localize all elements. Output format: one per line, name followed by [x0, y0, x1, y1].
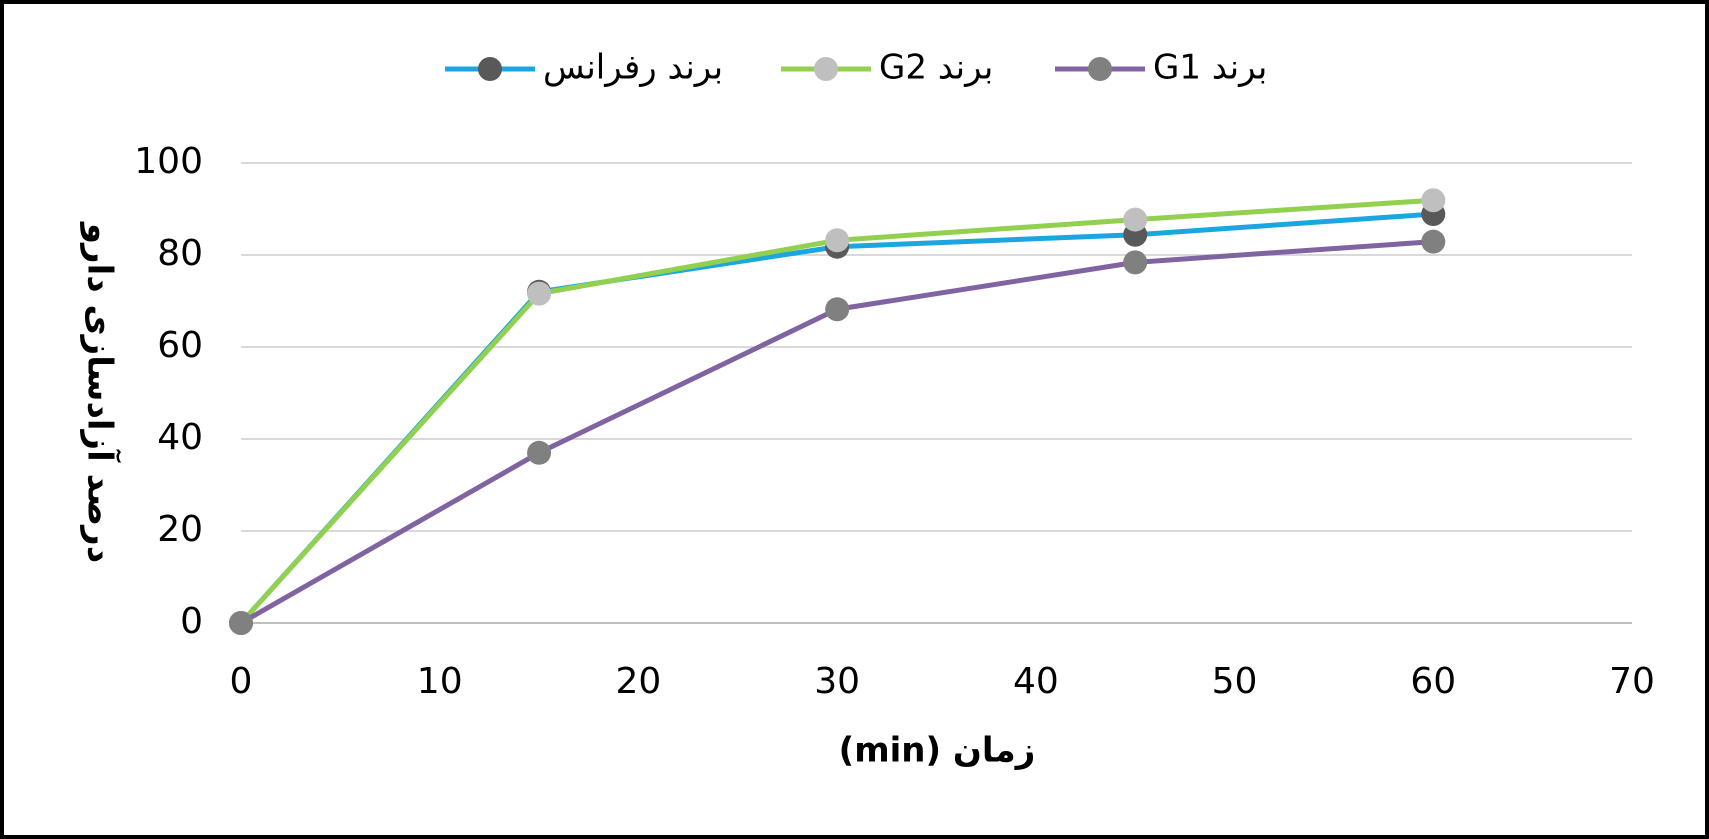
point-marker	[1123, 250, 1148, 275]
point-marker	[1421, 188, 1446, 213]
x-tick-label: 10	[417, 661, 463, 702]
point-marker	[825, 228, 850, 253]
x-tick-label: 50	[1212, 661, 1258, 702]
point-marker	[825, 297, 850, 322]
x-tick-label: 40	[1013, 661, 1059, 702]
x-tick-label: 60	[1410, 661, 1456, 702]
y-tick-label: 40	[157, 417, 203, 458]
legend-marker	[814, 57, 838, 81]
point-marker	[1421, 229, 1446, 254]
x-tick-label: 20	[616, 661, 662, 702]
legend-marker	[1088, 57, 1112, 81]
y-axis-title: درصد آزادسازی دارو	[80, 221, 122, 563]
x-tick-label: 0	[230, 661, 253, 702]
y-tick-label: 60	[157, 325, 203, 366]
point-marker	[527, 440, 552, 465]
x-axis-title: زمان (min)	[839, 731, 1036, 771]
x-tick-label: 30	[814, 661, 860, 702]
legend-label: برند G2	[879, 48, 993, 88]
y-tick-label: 0	[180, 601, 203, 642]
point-marker	[229, 611, 253, 635]
legend-marker	[478, 57, 502, 81]
legend-label: برند G1	[1153, 48, 1267, 88]
x-tick-label: 70	[1609, 661, 1655, 702]
y-tick-label: 100	[134, 141, 203, 182]
y-tick-label: 80	[157, 233, 203, 274]
y-tick-label: 20	[157, 509, 203, 550]
point-marker	[527, 281, 552, 306]
legend-label: برند رفرانس	[543, 48, 723, 88]
point-marker	[1123, 207, 1148, 232]
